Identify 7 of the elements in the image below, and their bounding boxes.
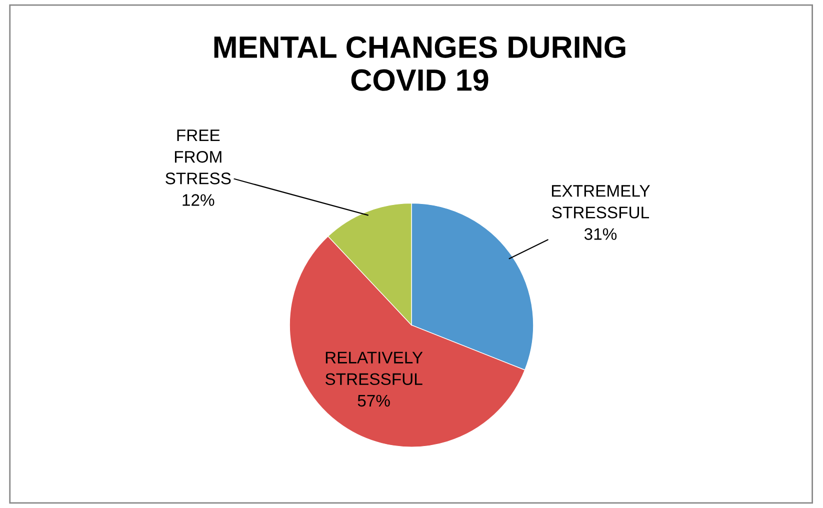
- slice-label: EXTREMELY STRESSFUL: [552, 185, 650, 218]
- slice-label: RELATIVELY STRESSFUL: [325, 352, 423, 386]
- data-label: 12%: [182, 194, 214, 206]
- chart-title: MENTAL CHANGES DURING COVID 19: [214, 36, 626, 91]
- slice-label: FREE FROM STRESS: [166, 130, 231, 184]
- data-label: 57%: [358, 394, 390, 407]
- data-label: 31%: [584, 228, 617, 240]
